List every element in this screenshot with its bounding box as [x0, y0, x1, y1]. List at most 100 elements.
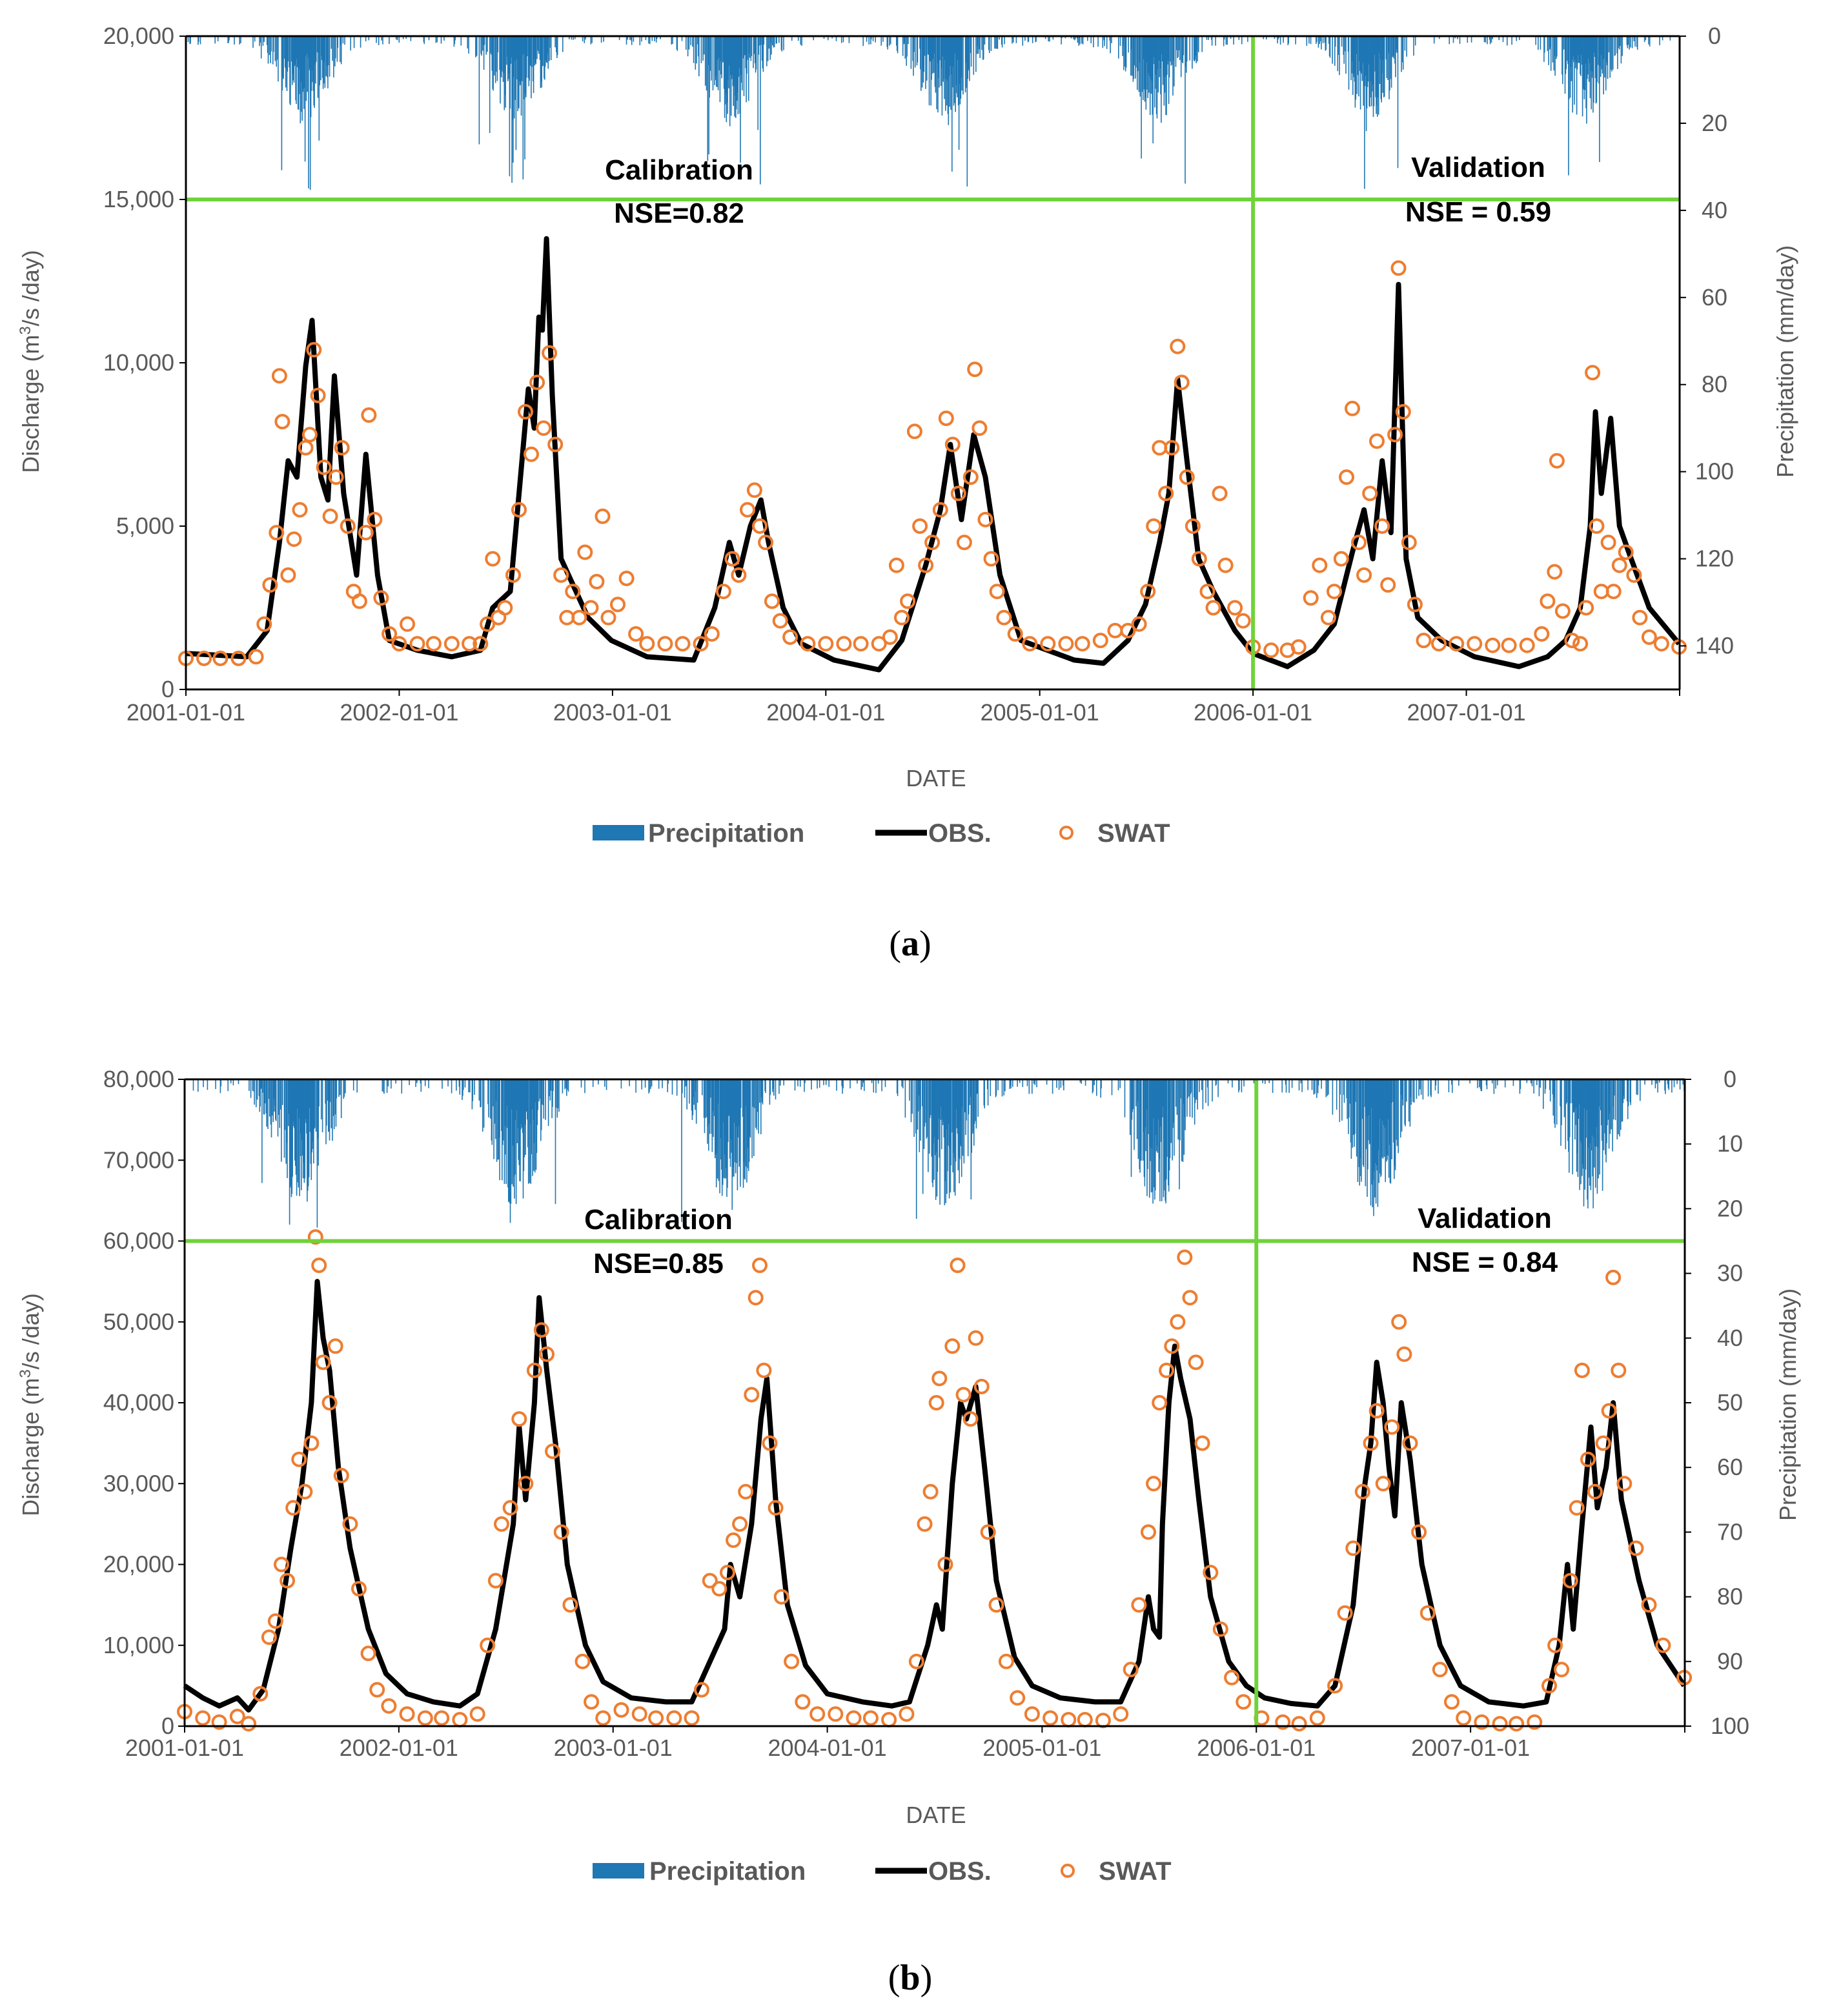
precipitation-bar [957, 36, 959, 106]
precipitation-bar [592, 1079, 594, 1087]
precipitation-bar [925, 1079, 927, 1123]
precipitation-bar [531, 1079, 533, 1110]
precipitation-bar [717, 36, 719, 90]
precipitation-bar [1306, 36, 1308, 46]
precipitation-bar [671, 36, 672, 45]
precipitation-bar [252, 36, 254, 48]
precipitation-bar [1369, 1079, 1371, 1144]
precipitation-bar [491, 1079, 493, 1141]
precipitation-bar [1163, 36, 1165, 106]
precipitation-bar [1143, 1079, 1145, 1177]
precipitation-bar [1589, 36, 1591, 99]
precipitation-bar [332, 1079, 333, 1141]
precipitation-bar [1334, 36, 1336, 66]
precipitation-bar [1174, 36, 1175, 87]
precipitation-bar [791, 36, 793, 41]
precipitation-bar [693, 1079, 694, 1097]
precipitation-bar [933, 1079, 935, 1180]
precipitation-bar [1334, 36, 1336, 47]
precipitation-bar [1373, 36, 1375, 107]
precipitation-bar [332, 36, 333, 61]
precipitation-bar [325, 36, 327, 76]
precipitation-bar [1164, 36, 1166, 93]
precipitation-bar [1549, 1079, 1551, 1102]
precipitation-bar [1389, 36, 1390, 91]
precipitation-bar [300, 36, 301, 83]
precipitation-bar [1170, 1079, 1172, 1143]
precipitation-bar [1186, 1079, 1188, 1117]
precipitation-bar [386, 1079, 388, 1094]
precipitation-bar [727, 1079, 728, 1188]
precipitation-bar [1168, 1079, 1170, 1170]
precipitation-bar [288, 1079, 290, 1114]
swat-point [511, 1411, 527, 1427]
precipitation-bar [1581, 36, 1582, 56]
precipitation-bar [300, 1079, 301, 1156]
precipitation-bar [964, 1079, 966, 1112]
precipitation-bar [310, 1079, 312, 1180]
swat-point [1345, 1540, 1361, 1556]
precipitation-bar [695, 1079, 697, 1092]
swat-point [955, 1387, 972, 1403]
swat-point [1339, 469, 1354, 485]
swat-point [1574, 1362, 1590, 1378]
precipitation-bar [766, 36, 768, 66]
swat-point [211, 1714, 227, 1730]
precipitation-bar [1149, 36, 1150, 76]
precipitation-bar [698, 36, 699, 57]
y-tick-label-right: 60 [1702, 284, 1727, 311]
precipitation-bar [1386, 36, 1388, 78]
precipitation-bar [603, 36, 604, 42]
precipitation-bar [972, 1079, 973, 1134]
precipitation-bar [1212, 1079, 1213, 1102]
precipitation-bar [732, 1079, 733, 1177]
precipitation-bar [1626, 36, 1628, 45]
precipitation-bar [1583, 36, 1585, 99]
precipitation-bar [1153, 1079, 1154, 1118]
precipitation-bar [1206, 1079, 1208, 1088]
swat-point [400, 616, 416, 632]
precipitation-bar [1339, 36, 1340, 76]
precipitation-bar [1079, 36, 1081, 45]
precipitation-bar [1608, 1079, 1610, 1149]
swat-point [740, 502, 755, 518]
precipitation-bar [1096, 1079, 1097, 1096]
panel-b: 010,00020,00030,00040,00050,00060,00070,… [17, 1066, 1802, 1998]
precipitation-bar [944, 36, 946, 60]
precipitation-bar [491, 36, 493, 71]
precipitation-bar [1556, 1079, 1558, 1125]
precipitation-bar [1383, 1079, 1385, 1157]
precipitation-bar [1001, 36, 1003, 48]
precipitation-bar [955, 1079, 957, 1110]
precipitation-bar [323, 36, 325, 63]
precipitation-bar [1060, 1079, 1062, 1088]
precipitation-bar [915, 1079, 917, 1219]
precipitation-bar [1662, 36, 1663, 41]
swat-point [1611, 1362, 1627, 1378]
precipitation-bar [1390, 1079, 1392, 1184]
precipitation-bar [776, 36, 777, 44]
y-axis-label-right-a: Precipitation (mm/day) [1772, 245, 1798, 478]
precipitation-bar [704, 36, 705, 55]
precipitation-bar [1106, 36, 1108, 49]
swat-point [286, 531, 302, 547]
precipitation-bar [544, 36, 545, 79]
precipitation-bar [707, 1079, 709, 1126]
precipitation-bar [509, 1079, 511, 1223]
precipitation-bar [956, 1079, 958, 1128]
precipitation-bar [1571, 1079, 1573, 1103]
precipitation-bar [946, 1079, 947, 1130]
precipitation-bar [391, 1079, 392, 1089]
precipitation-bar [687, 36, 689, 57]
precipitation-bar [940, 1079, 941, 1120]
precipitation-bar [1119, 1079, 1121, 1088]
precipitation-bar [1372, 36, 1374, 117]
precipitation-bar [884, 1079, 886, 1087]
precipitation-bar [215, 1079, 216, 1089]
precipitation-bar [1265, 1079, 1266, 1084]
precipitation-bar [947, 36, 949, 114]
precipitation-bar [968, 1079, 970, 1115]
precipitation-bar [995, 1079, 997, 1097]
precipitation-bar [1150, 1079, 1152, 1161]
swat-point [972, 420, 988, 436]
